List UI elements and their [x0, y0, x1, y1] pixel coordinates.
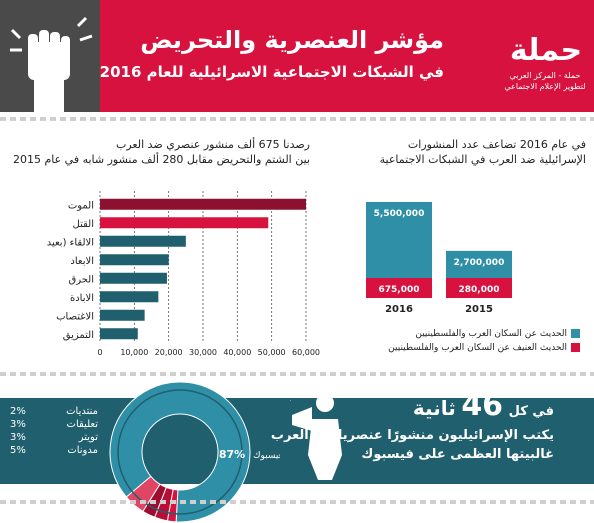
bar — [100, 272, 167, 284]
x-tick-label: 10,000 — [120, 348, 148, 357]
x-tick-label: 30,000 — [189, 348, 217, 357]
platform-donut-chart: 87% فيسبوك — [109, 381, 280, 522]
column-violent-label: 675,000 — [379, 285, 420, 295]
megaphone-person-icon — [290, 394, 342, 480]
column-bar — [446, 250, 512, 278]
donut-ring — [117, 389, 243, 515]
bar — [100, 235, 186, 247]
platform-value-forums: 2% — [10, 406, 26, 417]
donut-category-label: فيسبوك — [253, 451, 280, 461]
column-bar-violent — [446, 278, 512, 298]
column-bar — [366, 202, 432, 278]
right-heading-line1: في عام 2016 تضاعف عدد المنشورات — [407, 138, 586, 151]
stat-unit: ثانية — [412, 396, 456, 420]
platform-value-blogs: 5% — [10, 445, 26, 456]
platform-label-blogs: مدونات — [67, 445, 98, 456]
right-heading-line2: الإسرائيلية ضد العرب في الشبكات الاجتماع… — [379, 153, 586, 166]
left-heading: رصدنا 675 ألف منشور عنصري ضد العرب بين ا… — [10, 137, 310, 167]
platform-label-twitter: تويتر — [78, 432, 98, 443]
bar — [100, 328, 138, 340]
posts-column-chart: 5,500,000 675,000 2016 2,700,000 280,000 2015 — [366, 202, 512, 315]
bottom-band — [0, 398, 594, 484]
category-label: الاغتصاب — [56, 311, 94, 322]
column-bar-violent — [366, 278, 432, 298]
platform-row-blogs: 5% مدونات — [10, 445, 98, 458]
category-label: الالقاء (بعيد — [47, 237, 94, 248]
fist-panel — [0, 0, 100, 112]
donut-value-label: 87% — [219, 448, 245, 461]
page-subtitle: في الشبكات الاجتماعية الاسرائيلية للعام … — [99, 63, 444, 81]
column-value-label: 5,500,000 — [374, 209, 425, 219]
raised-fist-icon — [10, 16, 93, 112]
legend-label-talk: الحديث عن السكان العرب والفلسطينيين — [415, 329, 567, 339]
stat-prefix: في كل — [508, 404, 554, 419]
stat-line-3: غالبيتها العظمى على فيسبوك — [361, 447, 554, 462]
x-tick-label: 60,000 — [292, 348, 320, 357]
platform-row-comments: 3% تعليقات — [10, 419, 98, 432]
divider — [0, 117, 594, 121]
bar — [100, 254, 169, 266]
column-category-label: 2015 — [465, 304, 493, 315]
column-category-label: 2016 — [385, 304, 413, 315]
category-label: الابادة — [70, 293, 94, 304]
category-label: القتل — [73, 219, 94, 230]
legend-swatch-red — [571, 343, 580, 352]
stat-headline: في كل 46 ثانية — [413, 388, 554, 423]
words-bar-chart: 0 10,000 20,000 30,000 40,000 50,000 60,000 الم… — [47, 191, 320, 357]
hamleh-logo-icon: حملة — [510, 33, 582, 68]
x-tick-label: 0 — [97, 348, 102, 357]
category-label: الابعاد — [70, 256, 94, 267]
org-logo-text: حملة — [510, 33, 582, 68]
bar — [100, 198, 306, 210]
stat-number: 46 — [461, 388, 504, 423]
legend-item-talk: الحديث عن السكان العرب والفلسطينيين — [340, 329, 580, 339]
donut-slice — [109, 381, 251, 522]
column-value-label: 2,700,000 — [454, 258, 505, 268]
divider-3 — [0, 500, 594, 504]
platform-row-twitter: 3% تويتر — [10, 432, 98, 445]
stat-line-2: يكتب الإسرائيليون منشورًا عنصريا ضد العر… — [270, 428, 554, 443]
right-heading: في عام 2016 تضاعف عدد المنشورات الإسرائي… — [350, 137, 586, 167]
bar — [100, 309, 145, 321]
divider-2 — [0, 372, 594, 376]
x-tick-label: 40,000 — [223, 348, 251, 357]
category-label: الموت — [68, 200, 94, 211]
org-logo: حملة — [498, 20, 594, 100]
left-heading-line1: رصدنا 675 ألف منشور عنصري ضد العرب — [116, 138, 310, 151]
org-name: حملة - المركز العربي لتطوير الإعلام الاج… — [504, 71, 586, 91]
column-violent-label: 280,000 — [459, 285, 500, 295]
bar — [100, 291, 159, 303]
category-label: التمزيق — [63, 330, 94, 341]
legend-item-violent: الحديث العنيف عن السكان العرب والفلسطيني… — [340, 343, 580, 353]
legend-swatch-teal — [571, 329, 580, 338]
bar — [100, 217, 269, 229]
category-label: الحرق — [68, 274, 94, 285]
x-tick-label: 50,000 — [258, 348, 286, 357]
left-heading-line2: بين الشتم والتحريض مقابل 280 ألف منشور ش… — [12, 153, 310, 166]
platform-value-twitter: 3% — [10, 432, 26, 443]
platform-list: 2% منتديات 3% تعليقات 3% تويتر 5% مدونات — [10, 406, 98, 458]
page-title: مؤشر العنصرية والتحريض — [140, 26, 444, 54]
x-tick-label: 20,000 — [155, 348, 183, 357]
platform-row-forums: 2% منتديات — [10, 406, 98, 419]
donut-center — [152, 424, 208, 480]
platform-value-comments: 3% — [10, 419, 26, 430]
platform-label-comments: تعليقات — [66, 419, 98, 430]
platform-label-forums: منتديات — [66, 406, 98, 417]
legend-label-violent: الحديث العنيف عن السكان العرب والفلسطيني… — [388, 343, 567, 353]
